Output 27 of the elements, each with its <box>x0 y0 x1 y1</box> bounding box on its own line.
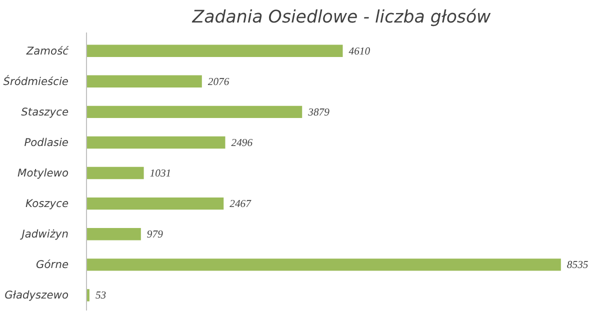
data-label: 979 <box>146 230 164 241</box>
bar <box>86 197 224 210</box>
y-tick-label: Koszyce <box>26 197 69 210</box>
bar <box>86 44 343 57</box>
y-tick-label: Staszyce <box>21 105 69 118</box>
chart-title: Zadania Osiedlowe - liczba głosów <box>191 8 492 28</box>
y-tick-label: Śródmieście <box>3 74 69 88</box>
bar <box>86 166 144 180</box>
y-tick-label: Podlasie <box>24 136 69 149</box>
data-label: 53 <box>95 290 106 302</box>
data-label: 4610 <box>348 46 371 58</box>
data-label: 2076 <box>208 76 230 88</box>
data-label: 3879 <box>307 107 330 118</box>
y-tick-label: Motylewo <box>18 166 69 180</box>
bar <box>86 228 141 240</box>
bar <box>86 136 226 149</box>
bar <box>86 258 561 271</box>
y-tick-label: Jadwiżyn <box>20 228 69 241</box>
y-tick-label: Górne <box>36 258 69 272</box>
data-label: 2467 <box>230 199 252 210</box>
bar <box>86 106 302 118</box>
bar <box>86 75 202 88</box>
y-tick-label: Gładyszewo <box>4 288 69 302</box>
data-label: 8535 <box>566 260 589 272</box>
data-label: 2496 <box>231 138 254 149</box>
y-tick-label: Zamość <box>25 44 70 58</box>
data-label: 1031 <box>150 168 172 180</box>
